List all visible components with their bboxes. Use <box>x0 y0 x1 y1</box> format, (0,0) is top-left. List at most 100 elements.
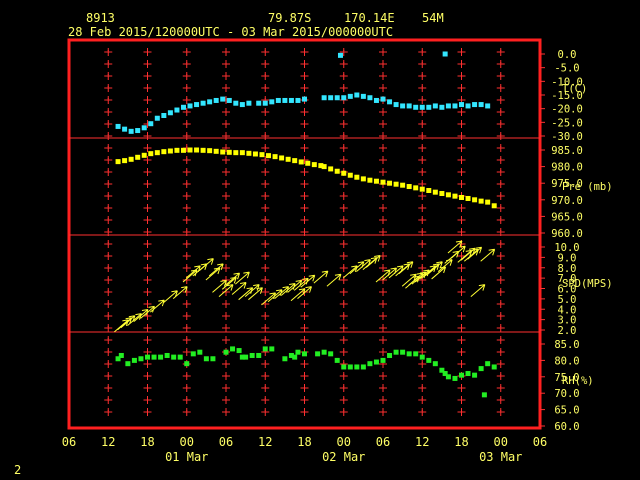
temperature-point <box>246 100 252 106</box>
temperature-point <box>432 103 438 109</box>
humidity-point <box>249 352 255 358</box>
y-tick-label: 65.0 <box>554 405 579 417</box>
temperature-point <box>233 100 239 106</box>
y-tick-label: -30.0 <box>551 131 583 143</box>
humidity-point <box>445 374 451 380</box>
wind-arrow <box>267 289 283 303</box>
humidity-point <box>439 367 445 373</box>
pressure-point <box>187 147 193 153</box>
temperature-point <box>226 97 232 103</box>
wind-arrow <box>244 284 260 297</box>
humidity-point <box>419 354 425 360</box>
wind-arrow <box>205 267 221 281</box>
pressure-point <box>194 147 200 153</box>
temperature-point <box>400 103 406 109</box>
temperature-point <box>406 103 412 109</box>
y-tick-label: -5.0 <box>554 63 579 75</box>
temperature-point <box>442 51 448 57</box>
humidity-point <box>459 372 464 378</box>
wind-arrow <box>225 272 241 286</box>
x-tick-label: 06 <box>376 435 390 449</box>
panel-label-humidity: RH(%) <box>562 375 594 387</box>
humidity-point <box>426 357 432 363</box>
wind-arrow <box>172 286 188 300</box>
temperature-point <box>334 95 340 101</box>
station-elev: 54M <box>422 11 444 25</box>
wind-arrow <box>218 284 234 297</box>
wind-arrow <box>208 263 224 277</box>
pressure-point <box>266 153 272 159</box>
pressure-point <box>122 158 128 164</box>
temperature-point <box>141 125 147 131</box>
humidity-point <box>400 349 406 355</box>
wind-arrow <box>274 286 290 300</box>
temperature-point <box>187 103 193 109</box>
pressure-point <box>135 154 141 160</box>
temperature-point <box>194 102 200 108</box>
humidity-point <box>413 351 419 357</box>
humidity-point <box>292 354 298 360</box>
temperature-point <box>360 93 366 99</box>
humidity-point <box>164 352 170 358</box>
humidity-point <box>478 366 484 372</box>
temperature-point <box>380 96 386 102</box>
temperature-point <box>459 102 464 108</box>
humidity-point <box>321 349 327 355</box>
temperature-point <box>200 100 206 106</box>
y-tick-label: 9.0 <box>558 252 577 264</box>
y-tick-label: 3.0 <box>558 315 577 327</box>
wind-arrow <box>261 292 276 306</box>
wind-arrow <box>428 261 443 275</box>
temperature-point <box>354 92 360 98</box>
y-tick-label: 7.0 <box>558 273 577 285</box>
panel-label-temperature: T(C) <box>562 83 587 95</box>
temperature-point <box>174 107 180 113</box>
wind-arrow <box>199 258 214 272</box>
pressure-point <box>367 177 373 183</box>
x-tick-label: 00 <box>180 435 194 449</box>
humidity-point <box>125 361 131 367</box>
pressure-point <box>311 162 317 168</box>
temperature-point <box>472 102 478 108</box>
humidity-point <box>367 361 373 367</box>
temperature-point <box>485 103 491 109</box>
humidity-point <box>190 351 196 357</box>
x-tick-label: 06 <box>219 435 233 449</box>
y-tick-label: 980.0 <box>551 162 583 174</box>
temperature-point <box>367 95 373 101</box>
pressure-point <box>298 159 304 165</box>
station-lat: 79.87S <box>268 11 312 25</box>
wind-arrow <box>235 271 250 285</box>
temperature-point <box>328 95 334 101</box>
y-tick-label: -15.0 <box>551 90 583 102</box>
wind-arrow <box>450 245 466 259</box>
pressure-point <box>426 188 432 194</box>
temperature-point <box>419 104 425 110</box>
x-tick-label: 12 <box>101 435 115 449</box>
wind-arrow <box>280 283 296 296</box>
station-id: 8913 <box>86 11 115 25</box>
temperature-point <box>180 104 186 110</box>
wind-arrow <box>447 240 463 254</box>
pressure-point <box>354 174 360 180</box>
humidity-point <box>203 356 209 362</box>
temperature-point <box>128 128 134 134</box>
wind-arrow <box>248 287 263 301</box>
pressure-point <box>220 149 226 155</box>
pressure-point <box>465 195 471 201</box>
humidity-point <box>145 354 150 360</box>
humidity-point <box>118 352 124 358</box>
pressure-point <box>491 203 497 209</box>
humidity-point <box>491 364 497 370</box>
pressure-point <box>452 193 458 199</box>
time-range: 28 Feb 2015/120000UTC - 03 Mar 2015/0000… <box>68 25 394 39</box>
temperature-point <box>115 123 121 129</box>
pressure-point <box>347 172 353 178</box>
pressure-point <box>334 168 340 174</box>
temperature-point <box>321 95 327 101</box>
pressure-point <box>115 159 121 165</box>
pressure-point <box>387 180 393 186</box>
y-tick-label: 60.0 <box>554 421 579 433</box>
humidity-point <box>295 349 301 355</box>
